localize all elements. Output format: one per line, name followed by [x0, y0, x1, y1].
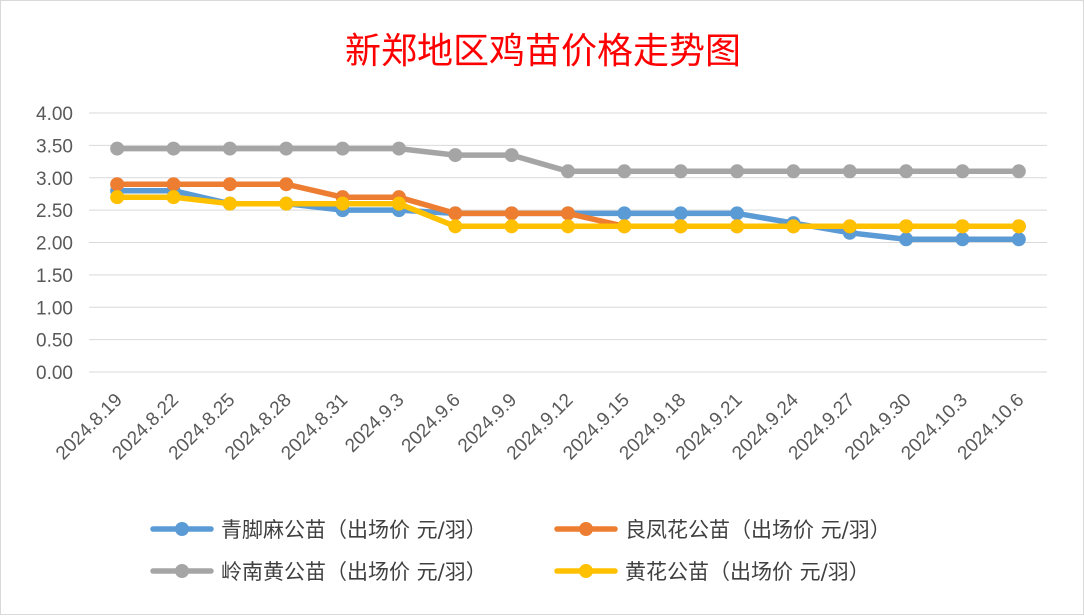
data-point	[730, 206, 745, 221]
data-point	[955, 232, 970, 247]
data-point	[899, 232, 914, 247]
data-point	[391, 141, 406, 156]
data-point	[504, 219, 519, 234]
y-tick-label: 0.00	[36, 363, 73, 384]
data-point	[786, 219, 801, 234]
data-point	[335, 196, 350, 211]
data-point	[110, 141, 125, 156]
legend-item: 岭南黄公苗（出场价 元/羽）	[150, 560, 487, 584]
data-point	[561, 206, 575, 221]
data-point	[110, 190, 125, 205]
data-point	[166, 190, 181, 205]
data-point	[561, 164, 575, 179]
data-point	[279, 196, 294, 211]
legend-label: 良凤花公苗（出场价 元/羽）	[625, 518, 891, 542]
data-point	[222, 177, 237, 192]
legend-label: 青脚麻公苗（出场价 元/羽）	[221, 518, 487, 542]
data-point	[448, 206, 463, 221]
legend-item: 良凤花公苗（出场价 元/羽）	[554, 518, 891, 542]
data-point	[279, 141, 294, 156]
data-point	[222, 196, 237, 211]
series-4	[110, 190, 1026, 234]
x-tick-label: 2024.9.6	[398, 390, 465, 457]
y-tick-label: 0.50	[36, 331, 73, 352]
legend-marker	[175, 522, 189, 536]
data-point	[1011, 164, 1026, 179]
y-tick-label: 2.00	[36, 234, 73, 255]
legend-item: 青脚麻公苗（出场价 元/羽）	[150, 518, 487, 542]
data-point	[673, 219, 688, 234]
data-point	[955, 164, 970, 179]
data-point	[899, 219, 914, 234]
data-point	[617, 219, 632, 234]
data-point	[561, 219, 575, 234]
data-point	[899, 164, 914, 179]
data-point	[786, 164, 801, 179]
data-point	[448, 148, 463, 163]
y-tick-label: 2.50	[36, 201, 73, 222]
data-point	[110, 177, 125, 192]
data-point	[335, 141, 350, 156]
legend: 青脚麻公苗（出场价 元/羽） 良凤花公苗（出场价 元/羽） 岭南黄公苗（出场价 元/…	[150, 518, 891, 584]
legend-marker	[579, 522, 593, 536]
data-point	[955, 219, 970, 234]
series-3	[110, 141, 1026, 179]
data-point	[617, 206, 632, 221]
data-point	[448, 219, 463, 234]
data-point	[504, 206, 519, 221]
x-axis-tick-labels: 2024.8.192024.8.222024.8.252024.8.282024…	[52, 389, 1028, 464]
data-point	[1011, 232, 1026, 247]
series-lines	[110, 141, 1026, 247]
data-point	[504, 148, 519, 163]
y-tick-label: 3.50	[36, 136, 73, 157]
data-point	[391, 196, 406, 211]
data-point	[222, 141, 237, 156]
data-point	[1011, 219, 1026, 234]
data-point	[842, 164, 857, 179]
y-tick-label: 4.00	[36, 104, 73, 125]
legend-label: 黄花公苗（出场价 元/羽）	[625, 560, 870, 584]
legend-marker	[579, 564, 593, 578]
data-point	[842, 219, 857, 234]
data-point	[166, 177, 181, 192]
data-point	[673, 164, 688, 179]
data-point	[673, 206, 688, 221]
y-axis-tick-labels: 0.00 0.50 1.00 1.50 2.00 2.50 3.00 3.50 4.00	[36, 104, 73, 384]
x-tick-label: 2024.9.3	[341, 390, 408, 457]
y-tick-label: 1.00	[36, 298, 73, 319]
legend-label: 岭南黄公苗（出场价 元/羽）	[221, 560, 487, 584]
data-point	[279, 177, 294, 192]
y-tick-label: 1.50	[36, 266, 73, 287]
chart-title: 新郑地区鸡苗价格走势图	[345, 31, 741, 72]
data-point	[730, 219, 745, 234]
data-point	[617, 164, 632, 179]
legend-marker	[175, 564, 189, 578]
legend-item: 黄花公苗（出场价 元/羽）	[554, 560, 870, 584]
data-point	[730, 164, 745, 179]
data-point	[166, 141, 181, 156]
y-tick-label: 3.00	[36, 169, 73, 190]
